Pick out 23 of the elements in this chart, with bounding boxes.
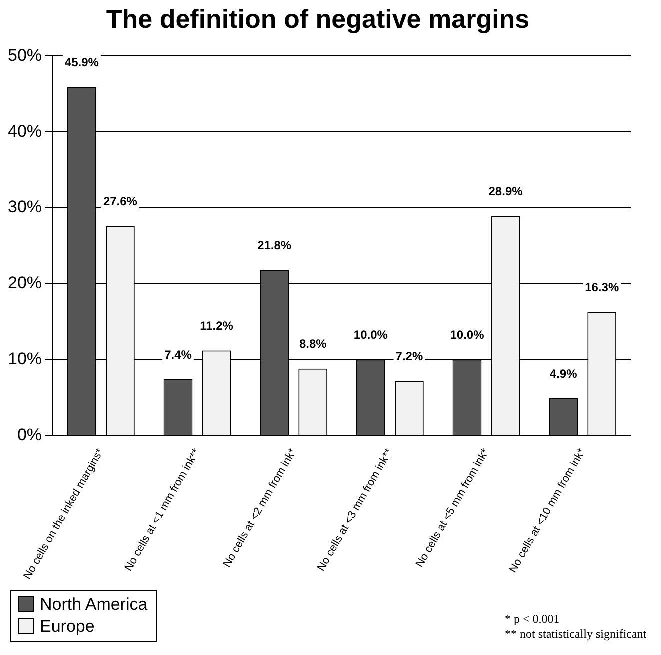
data-label: 28.9% bbox=[488, 184, 524, 199]
chart-title: The definition of negative margins bbox=[106, 4, 530, 34]
y-tick-label: 10% bbox=[8, 350, 42, 369]
data-label: 21.8% bbox=[258, 238, 292, 253]
y-tick-label: 20% bbox=[8, 274, 42, 293]
data-label: 10.0% bbox=[450, 328, 485, 342]
data-label: 27.6% bbox=[103, 194, 138, 209]
data-label: 10.0% bbox=[354, 328, 388, 342]
data-label: 7.4% bbox=[164, 348, 192, 362]
text: ** not statistically significant bbox=[505, 627, 647, 642]
data-label: 7.2% bbox=[396, 349, 424, 364]
y-tick-label: 50% bbox=[8, 46, 42, 65]
data-label: 16.3% bbox=[585, 280, 620, 294]
data-label: 8.8% bbox=[299, 337, 328, 352]
text: * p < 0.001 bbox=[505, 612, 561, 627]
data-label: 4.9% bbox=[550, 366, 578, 381]
legend-label: Europe bbox=[40, 617, 95, 636]
y-tick-label: 30% bbox=[8, 198, 42, 217]
data-label: 11.2% bbox=[200, 319, 234, 334]
y-tick-label: 40% bbox=[8, 122, 42, 141]
legend-label: North America bbox=[40, 595, 148, 614]
y-tick-label: 0% bbox=[17, 425, 42, 444]
data-label: 45.9% bbox=[64, 56, 100, 70]
